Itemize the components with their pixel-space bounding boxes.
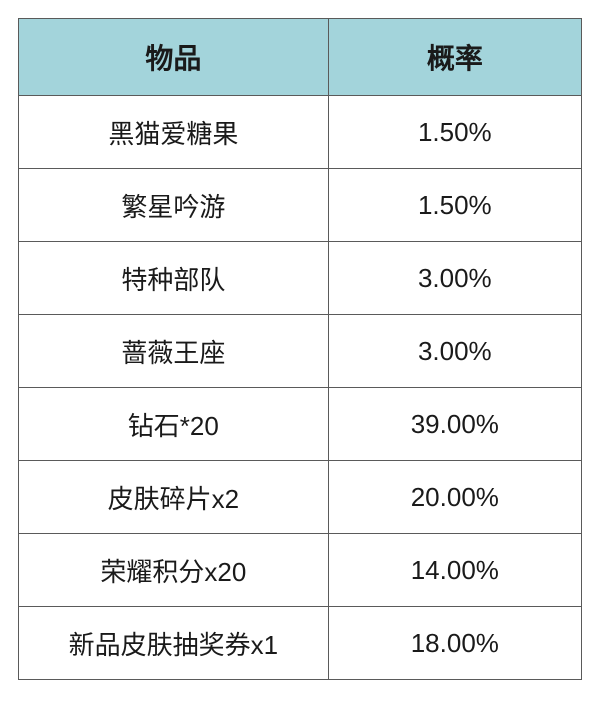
- drop-rate-table: 物品 概率 黑猫爱糖果 1.50% 繁星吟游 1.50% 特种部队 3.00% …: [18, 18, 582, 680]
- table-row: 蔷薇王座 3.00%: [19, 315, 582, 388]
- header-rate: 概率: [328, 19, 581, 96]
- cell-item: 钻石*20: [19, 388, 329, 461]
- table-row: 特种部队 3.00%: [19, 242, 582, 315]
- table-row: 繁星吟游 1.50%: [19, 169, 582, 242]
- table-row: 黑猫爱糖果 1.50%: [19, 96, 582, 169]
- cell-item: 新品皮肤抽奖券x1: [19, 607, 329, 680]
- cell-item: 繁星吟游: [19, 169, 329, 242]
- cell-rate: 18.00%: [328, 607, 581, 680]
- cell-rate: 20.00%: [328, 461, 581, 534]
- cell-rate: 3.00%: [328, 242, 581, 315]
- table-row: 皮肤碎片x2 20.00%: [19, 461, 582, 534]
- cell-rate: 39.00%: [328, 388, 581, 461]
- cell-rate: 14.00%: [328, 534, 581, 607]
- cell-rate: 1.50%: [328, 96, 581, 169]
- cell-item: 荣耀积分x20: [19, 534, 329, 607]
- cell-rate: 1.50%: [328, 169, 581, 242]
- table-header-row: 物品 概率: [19, 19, 582, 96]
- header-item: 物品: [19, 19, 329, 96]
- cell-item: 特种部队: [19, 242, 329, 315]
- cell-rate: 3.00%: [328, 315, 581, 388]
- cell-item: 黑猫爱糖果: [19, 96, 329, 169]
- table-row: 钻石*20 39.00%: [19, 388, 582, 461]
- cell-item: 皮肤碎片x2: [19, 461, 329, 534]
- table-row: 荣耀积分x20 14.00%: [19, 534, 582, 607]
- table-row: 新品皮肤抽奖券x1 18.00%: [19, 607, 582, 680]
- cell-item: 蔷薇王座: [19, 315, 329, 388]
